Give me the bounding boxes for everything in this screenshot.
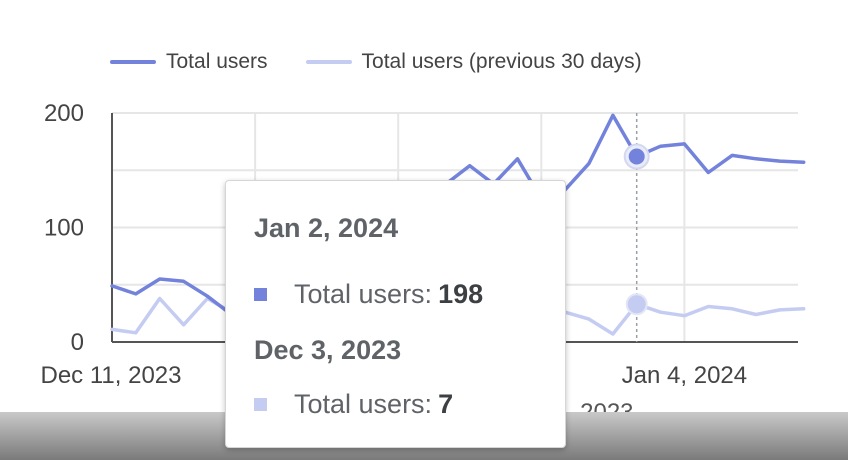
tooltip-date-current: Jan 2, 2024 bbox=[254, 213, 399, 243]
hover-markers bbox=[623, 113, 650, 342]
legend: Total users Total users (previous 30 day… bbox=[110, 50, 680, 74]
legend-item-total-users[interactable]: Total users bbox=[110, 50, 268, 74]
legend-swatch-previous-30-days bbox=[305, 60, 352, 64]
y-tick-label-0: 0 bbox=[71, 329, 84, 356]
y-tick-label-1: 100 bbox=[44, 215, 84, 242]
x-tick-label-0: Dec 11, 2023 bbox=[41, 362, 182, 389]
legend-item-previous-30-days[interactable]: Total users (previous 30 days) bbox=[305, 50, 642, 74]
tooltip: Jan 2, 2024 Total users: 198 Dec 3, 2023… bbox=[225, 180, 566, 448]
legend-label-total-users: Total users bbox=[166, 50, 268, 73]
tooltip-row-previous: Total users: 7 bbox=[254, 389, 453, 420]
tooltip-label-previous: Total users: bbox=[294, 389, 433, 419]
tooltip-value-current: 198 bbox=[438, 279, 484, 309]
tooltip-swatch-current bbox=[254, 288, 267, 301]
hover-point-previous-30-days bbox=[625, 293, 648, 316]
y-tick-label-2: 200 bbox=[44, 100, 84, 127]
tooltip-row-current: Total users: 198 bbox=[254, 279, 483, 310]
tooltip-date-previous: Dec 3, 2023 bbox=[254, 335, 402, 365]
x-tick-label-1: Jan 4, 2024 bbox=[622, 362, 747, 389]
legend-swatch-total-users bbox=[110, 60, 156, 64]
legend-label-previous-30-days: Total users (previous 30 days) bbox=[361, 50, 642, 73]
tooltip-value-previous: 7 bbox=[438, 389, 454, 419]
tooltip-label-current: Total users: bbox=[294, 279, 433, 309]
hover-point-total-users bbox=[628, 148, 645, 165]
tooltip-swatch-previous bbox=[254, 398, 267, 411]
